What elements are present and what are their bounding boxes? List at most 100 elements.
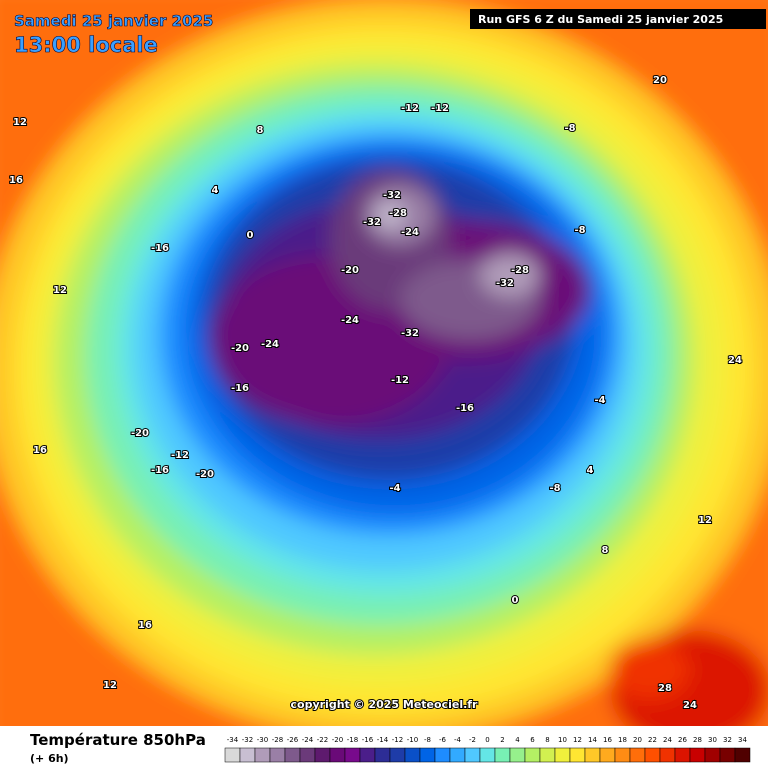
scale-label: 24 <box>663 736 672 744</box>
contour-label: -28 <box>389 208 407 219</box>
temperature-zone <box>480 253 540 297</box>
contour-label: -8 <box>564 123 575 134</box>
contour-label: -32 <box>363 217 381 228</box>
scale-swatch <box>569 747 586 763</box>
contour-label: -12 <box>391 375 409 386</box>
scale-label: -28 <box>272 736 283 744</box>
contour-label: -16 <box>231 383 249 394</box>
scale-label: -16 <box>362 736 374 744</box>
scale-swatch <box>509 747 526 763</box>
time-text: 13:00 locale <box>14 33 158 57</box>
scale-label: 32 <box>723 736 732 744</box>
scale-label: 28 <box>693 736 702 744</box>
contour-label: -8 <box>574 225 585 236</box>
contour-label: -12 <box>431 103 449 114</box>
contour-label: 20 <box>653 75 667 86</box>
scale-swatch <box>464 747 481 763</box>
contour-label: -24 <box>341 315 359 326</box>
scale-label: 26 <box>678 736 687 744</box>
scale-swatch <box>239 747 256 763</box>
contour-label: 8 <box>257 125 264 136</box>
scale-label: 10 <box>558 736 567 744</box>
scale-swatch <box>344 747 361 763</box>
scale-swatch <box>644 747 661 763</box>
scale-swatch <box>359 747 376 763</box>
scale-swatch <box>314 747 331 763</box>
scale-swatch <box>614 747 631 763</box>
scale-label: 30 <box>708 736 717 744</box>
contour-label: -4 <box>389 483 400 494</box>
color-scale: -34 -32 -30 -28 -26 -24 -22 -20 -18 -16 -14 -12 -10-… <box>224 736 751 763</box>
contour-label: 0 <box>512 595 519 606</box>
contour-label: 12 <box>103 680 117 691</box>
contour-label: 24 <box>683 700 697 711</box>
contour-label: -8 <box>549 483 560 494</box>
scale-label: -20 <box>332 736 343 744</box>
contour-label: 16 <box>138 620 152 631</box>
scale-swatch <box>689 747 706 763</box>
run-box <box>470 9 766 29</box>
scale-swatch <box>704 747 721 763</box>
contour-label: -12 <box>171 450 189 461</box>
copyright: copyright © 2025 Meteociel.fr <box>291 698 479 711</box>
temperature-zone <box>375 203 405 227</box>
scale-label: 34 <box>738 736 747 744</box>
scale-label: -14 <box>377 736 389 744</box>
scale-swatch <box>284 747 301 763</box>
scale-swatch <box>299 747 316 763</box>
scale-label: 18 <box>618 736 627 744</box>
scale-swatch <box>389 747 406 763</box>
contour-label: -20 <box>131 428 149 439</box>
scale-swatch <box>434 747 451 763</box>
scale-label: 12 <box>573 736 582 744</box>
contour-label: 16 <box>9 175 23 186</box>
scale-swatch <box>734 747 751 763</box>
contour-label: 16 <box>33 445 47 456</box>
scale-swatch <box>374 747 391 763</box>
scale-label: -18 <box>347 736 358 744</box>
contour-label: 0 <box>247 230 254 241</box>
contour-labels: -32-28-32-24-32-28-32-20-24-20-16-12 -12-… <box>8 74 743 712</box>
contour-label: -32 <box>496 278 514 289</box>
footer-step: (+ 6h) <box>30 752 69 765</box>
scale-label: 2 <box>500 736 504 744</box>
scale-swatch <box>329 747 346 763</box>
contour-label: -20 <box>231 343 249 354</box>
contour-label: 28 <box>658 683 672 694</box>
scale-label: -26 <box>287 736 299 744</box>
scale-swatch <box>584 747 601 763</box>
scale-label: 22 <box>648 736 657 744</box>
scale-swatch <box>539 747 556 763</box>
scale-swatch <box>659 747 676 763</box>
scale-label: -32 <box>242 736 253 744</box>
contour-label: 4 <box>587 465 594 476</box>
contour-label: 8 <box>602 545 609 556</box>
contour-label: -28 <box>511 265 529 276</box>
contour-label: 12 <box>53 285 67 296</box>
scale-swatch <box>494 747 511 763</box>
contour-label: -32 <box>383 190 401 201</box>
scale-label: -30 <box>257 736 268 744</box>
scale-swatch <box>554 747 571 763</box>
contour-label: -24 <box>401 227 419 238</box>
scale-swatch <box>719 747 736 763</box>
scale-label: 20 <box>633 736 642 744</box>
scale-label: 4 <box>515 736 520 744</box>
scale-swatch <box>599 747 616 763</box>
contour-label: -24 <box>261 339 279 350</box>
scale-swatch <box>674 747 691 763</box>
scale-swatch <box>629 747 646 763</box>
scale-label: -34 <box>227 736 239 744</box>
scale-swatch <box>254 747 271 763</box>
contour-label: -16 <box>151 465 169 476</box>
run-text: Run GFS 6 Z du Samedi 25 janvier 2025 <box>478 13 723 26</box>
contour-label: -12 <box>401 103 419 114</box>
scale-label: 8 <box>545 736 549 744</box>
scale-swatch <box>269 747 286 763</box>
contour-label: -4 <box>594 395 605 406</box>
contour-label: 12 <box>13 117 27 128</box>
scale-label: 0 <box>485 736 489 744</box>
date-text: Samedi 25 janvier 2025 <box>14 12 213 30</box>
